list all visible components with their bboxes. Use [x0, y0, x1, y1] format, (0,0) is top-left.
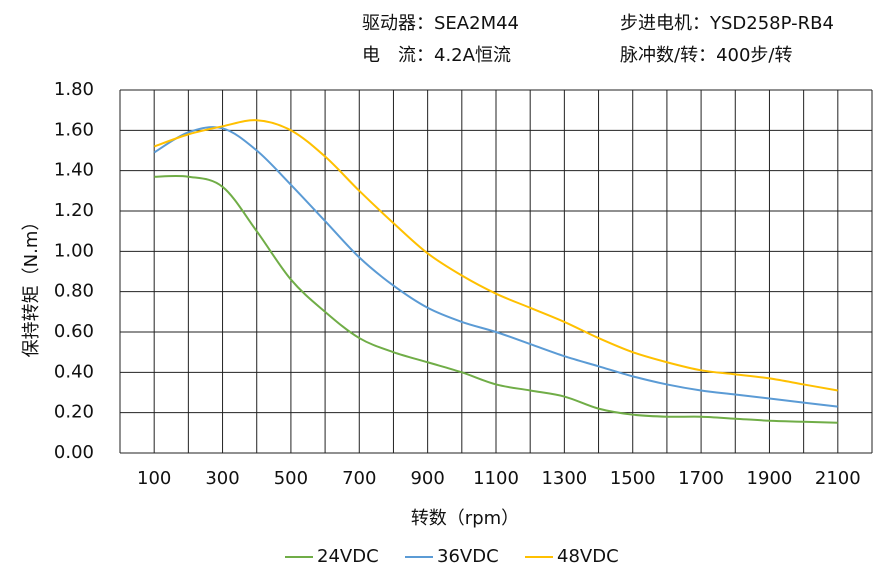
- header-current: 电 流：4.2A恒流: [362, 45, 511, 66]
- header-pulses: 脉冲数/转：400步/转: [620, 45, 793, 66]
- x-tick-label: 700: [342, 468, 376, 489]
- y-tick-label: 0.40: [54, 361, 94, 382]
- y-tick-label: 1.00: [54, 240, 94, 261]
- legend-label: 36VDC: [437, 546, 499, 567]
- x-tick-label: 900: [410, 468, 444, 489]
- series-line: [154, 174, 838, 424]
- series-line: [153, 126, 838, 408]
- y-tick-label: 1.80: [54, 79, 94, 100]
- y-axis-label: 保持转矩（N.m）: [21, 213, 42, 358]
- y-tick-label: 0.20: [54, 402, 94, 423]
- header-motor: 步进电机：YSD258P-RB4: [620, 13, 834, 34]
- x-tick-label: 1100: [473, 468, 519, 489]
- x-tick-label: 1700: [678, 468, 724, 489]
- x-tick-label: 1500: [610, 468, 656, 489]
- x-tick-label: 100: [137, 468, 171, 489]
- legend-label: 48VDC: [557, 546, 619, 567]
- y-tick-label: 1.60: [54, 119, 94, 140]
- header-driver: 驱动器：SEA2M44: [362, 13, 519, 34]
- x-tick-label: 2100: [815, 468, 861, 489]
- x-tick-label: 1900: [747, 468, 793, 489]
- series-line: [153, 119, 838, 392]
- y-tick-label: 1.40: [54, 160, 94, 181]
- x-tick-label: 1300: [541, 468, 587, 489]
- y-tick-label: 0.00: [54, 442, 94, 463]
- legend-label: 24VDC: [317, 546, 379, 567]
- x-axis-label: 转数（rpm）: [411, 508, 519, 529]
- y-tick-label: 0.80: [54, 281, 94, 302]
- y-tick-label: 0.60: [54, 321, 94, 342]
- y-tick-label: 1.20: [54, 200, 94, 221]
- x-tick-label: 300: [205, 468, 239, 489]
- x-tick-label: 500: [274, 468, 308, 489]
